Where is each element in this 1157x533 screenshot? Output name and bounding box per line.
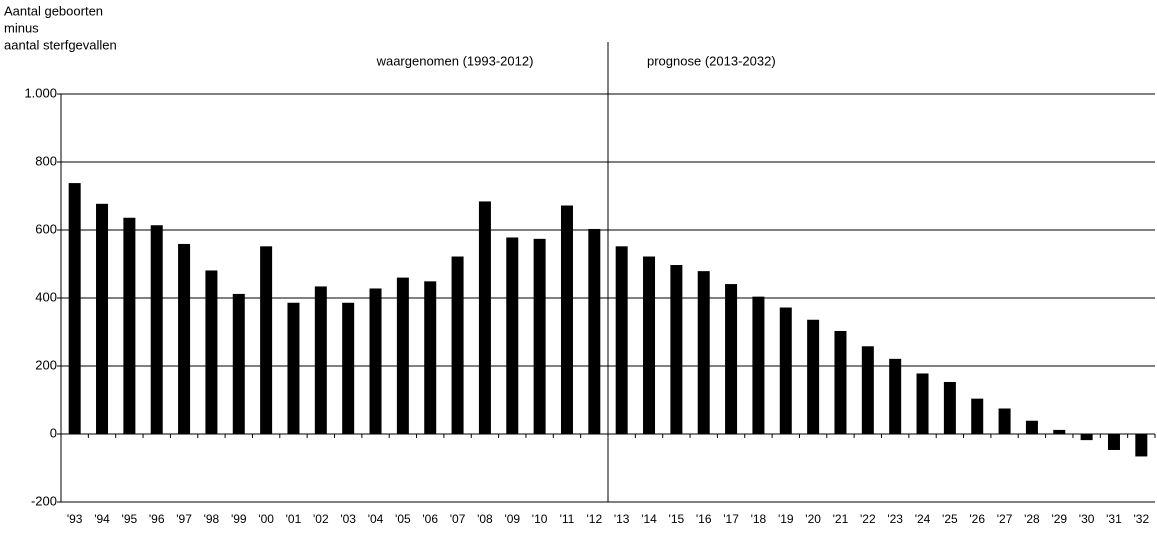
- bar: [998, 408, 1011, 434]
- bar: [178, 243, 191, 434]
- bar: [1080, 434, 1093, 441]
- x-tick-label: '04: [368, 512, 384, 526]
- x-tick-label: '29: [1051, 512, 1067, 526]
- x-tick-label: '94: [94, 512, 110, 526]
- x-tick-label: '96: [149, 512, 165, 526]
- x-tick-label: '99: [231, 512, 247, 526]
- bar: [916, 373, 929, 434]
- bar: [68, 183, 81, 434]
- bar: [314, 286, 327, 434]
- x-tick-label: '05: [395, 512, 411, 526]
- x-tick-label: '17: [723, 512, 739, 526]
- x-tick-label: '07: [450, 512, 466, 526]
- x-tick-label: '24: [915, 512, 931, 526]
- x-tick-label: '93: [67, 512, 83, 526]
- x-tick-label: '23: [887, 512, 903, 526]
- bar: [260, 246, 273, 434]
- annotation: prognose (2013-2032): [647, 53, 776, 68]
- y-axis-title: minus: [4, 20, 39, 35]
- bar: [205, 270, 218, 434]
- x-tick-label: '95: [122, 512, 138, 526]
- x-tick-label: '97: [176, 512, 192, 526]
- y-tick-label: 600: [35, 221, 57, 236]
- x-tick-label: '00: [258, 512, 274, 526]
- x-tick-label: '06: [422, 512, 438, 526]
- x-tick-label: '12: [587, 512, 603, 526]
- annotation: waargenomen (1993-2012): [376, 53, 534, 68]
- bar: [943, 381, 956, 434]
- bar: [396, 277, 409, 434]
- bar: [1053, 429, 1066, 434]
- x-tick-label: '26: [969, 512, 985, 526]
- x-tick-label: '18: [751, 512, 767, 526]
- x-tick-label: '13: [614, 512, 630, 526]
- bar: [615, 246, 628, 434]
- bar: [834, 330, 847, 434]
- bar: [697, 271, 710, 434]
- bar: [533, 238, 546, 434]
- x-tick-label: '28: [1024, 512, 1040, 526]
- bar: [779, 307, 792, 434]
- bar: [451, 256, 464, 434]
- x-tick-label: '10: [532, 512, 548, 526]
- bar: [807, 319, 820, 434]
- bar: [752, 296, 765, 434]
- bar: [369, 288, 382, 434]
- y-tick-label: 1.000: [24, 85, 57, 100]
- bar: [560, 205, 573, 434]
- bar: [96, 203, 109, 434]
- bar: [1107, 434, 1120, 450]
- x-tick-label: '11: [560, 512, 575, 526]
- x-tick-label: '20: [805, 512, 821, 526]
- bar: [588, 228, 601, 434]
- x-tick-label: '02: [313, 512, 329, 526]
- x-tick-label: '16: [696, 512, 712, 526]
- y-tick-label: 0: [50, 425, 57, 440]
- bar: [342, 302, 355, 434]
- bar: [1135, 434, 1148, 457]
- x-tick-label: '30: [1079, 512, 1095, 526]
- bar: [424, 281, 437, 434]
- x-tick-label: '25: [942, 512, 958, 526]
- x-tick-label: '98: [204, 512, 220, 526]
- bar: [971, 398, 984, 434]
- y-axis-title: Aantal geboorten: [4, 3, 103, 18]
- y-axis-title: aantal sterfgevallen: [4, 37, 117, 52]
- x-tick-label: '14: [641, 512, 657, 526]
- x-tick-label: '15: [669, 512, 685, 526]
- y-tick-label: 800: [35, 153, 57, 168]
- bar: [506, 237, 519, 434]
- bar: [889, 358, 902, 434]
- x-tick-label: '22: [860, 512, 876, 526]
- x-tick-label: '01: [286, 512, 302, 526]
- bar: [670, 265, 683, 434]
- bar: [861, 346, 874, 434]
- x-tick-label: '21: [833, 512, 849, 526]
- x-tick-label: '27: [997, 512, 1013, 526]
- x-tick-label: '19: [778, 512, 794, 526]
- x-tick-label: '03: [340, 512, 356, 526]
- y-tick-label: -200: [31, 493, 57, 508]
- x-tick-label: '31: [1106, 512, 1122, 526]
- bar: [478, 201, 491, 434]
- bar: [150, 225, 163, 434]
- bar: [287, 302, 300, 434]
- y-tick-label: 400: [35, 289, 57, 304]
- y-tick-label: 200: [35, 357, 57, 372]
- x-tick-label: '32: [1134, 512, 1150, 526]
- bar: [1025, 420, 1038, 434]
- x-tick-label: '09: [504, 512, 520, 526]
- bar: [725, 284, 738, 434]
- x-tick-label: '08: [477, 512, 493, 526]
- bar: [643, 256, 656, 434]
- bar: [123, 217, 136, 434]
- bar: [232, 293, 245, 434]
